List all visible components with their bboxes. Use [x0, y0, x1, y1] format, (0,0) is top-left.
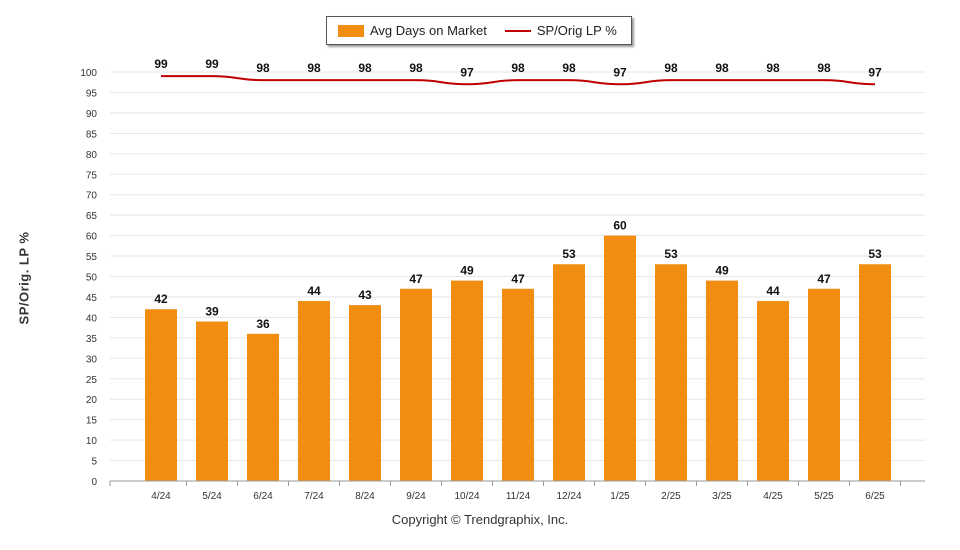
y-tick-label: 5: [91, 457, 97, 468]
line-data-labels: 99 99 98 98 98 98 97 98 98 97 98 98 98 98 97: [154, 57, 882, 79]
bar: [706, 280, 738, 481]
bar-data-label: 53: [664, 247, 678, 261]
y-tick-label: 90: [86, 109, 98, 120]
bar-data-label: 36: [256, 317, 270, 331]
legend: Avg Days on Market SP/Orig LP %: [326, 16, 632, 45]
y-tick-label: 75: [86, 170, 98, 181]
y-tick-label: 95: [86, 88, 98, 99]
line-data-label: 98: [358, 61, 372, 75]
bar: [247, 333, 279, 481]
bar-data-label: 43: [358, 288, 372, 302]
line-series-sp-orig-lp: [161, 75, 876, 86]
x-axis-ticks: 4/24 5/24 6/24 7/24 8/24 9/24 10/24 11/24 12/24 1…: [109, 481, 901, 502]
line-data-label: 98: [256, 61, 270, 75]
y-tick-label: 85: [86, 129, 98, 140]
y-tick-label: 10: [86, 436, 98, 447]
bar: [655, 264, 687, 481]
y-axis-ticks: 0 5 10 15 20 25 30 35 40 45 50 55 60 65 70 75 80 85 90 95 10…: [80, 68, 97, 488]
bar: [298, 301, 330, 481]
x-tick-label: 4/25: [763, 491, 783, 502]
line-data-label: 98: [715, 61, 729, 75]
bar-series: [145, 235, 891, 481]
x-tick-label: 9/24: [406, 491, 426, 502]
y-tick-label: 40: [86, 313, 98, 324]
y-tick-label: 25: [86, 375, 98, 386]
legend-swatch-bar: [338, 24, 364, 37]
bar: [604, 235, 636, 481]
x-tick-label: 8/24: [355, 491, 375, 502]
bar-data-label: 53: [562, 247, 576, 261]
y-tick-label: 50: [86, 273, 98, 284]
x-tick-label: 12/24: [556, 491, 581, 502]
bar: [502, 288, 534, 481]
legend-item-sp[interactable]: SP/Orig LP %: [487, 23, 617, 38]
bar-data-label: 47: [817, 272, 831, 286]
x-tick-label: 4/24: [151, 491, 171, 502]
bar-data-label: 47: [511, 272, 525, 286]
bar-data-label: 49: [460, 264, 474, 278]
bar: [808, 288, 840, 481]
bar-data-labels: 42 39 36 44 43 47 49 47 53 60 53 49 44 47 53: [154, 219, 882, 331]
y-tick-label: 45: [86, 293, 98, 304]
legend-label-sp: SP/Orig LP %: [536, 23, 617, 38]
x-tick-label: 6/24: [253, 491, 273, 502]
line-data-label: 98: [409, 61, 423, 75]
legend-label-days: Avg Days on Market: [370, 23, 487, 38]
x-tick-label: 3/25: [712, 491, 732, 502]
legend-swatch-line: [504, 29, 531, 32]
y-tick-label: 70: [86, 191, 98, 202]
line-data-label: 99: [205, 57, 219, 71]
line-data-label: 97: [613, 65, 627, 79]
legend-item-days[interactable]: Avg Days on Market: [327, 23, 487, 38]
line-data-label: 98: [664, 61, 678, 75]
y-tick-label: 80: [86, 150, 98, 161]
line-data-label: 98: [817, 61, 831, 75]
gridlines: [110, 71, 925, 482]
bar-data-label: 42: [154, 292, 168, 306]
bar-data-label: 47: [409, 272, 423, 286]
x-tick-label: 5/24: [202, 491, 222, 502]
x-tick-label: 6/25: [865, 491, 885, 502]
line-data-label: 97: [868, 65, 882, 79]
y-tick-label: 55: [86, 252, 98, 263]
bar-data-label: 44: [307, 284, 321, 298]
bar-data-label: 53: [868, 247, 882, 261]
line-data-label: 98: [307, 61, 321, 75]
x-tick-label: 2/25: [661, 491, 681, 502]
y-axis-label: SP/Orig. LP %: [16, 231, 32, 325]
line-data-label: 97: [460, 65, 474, 79]
x-tick-label: 7/24: [304, 491, 324, 502]
bar-data-label: 39: [205, 304, 219, 318]
line-data-label: 98: [562, 61, 576, 75]
y-tick-label: 20: [86, 395, 98, 406]
bar: [451, 280, 483, 481]
bar: [553, 264, 585, 481]
bar: [196, 321, 228, 481]
x-tick-label: 11/24: [506, 491, 531, 502]
x-tick-label: 10/24: [454, 491, 479, 502]
y-tick-label: 30: [86, 354, 98, 365]
copyright-text: Copyright © Trendgraphix, Inc.: [391, 512, 569, 527]
bar-data-label: 49: [715, 264, 729, 278]
y-tick-label: 0: [91, 477, 97, 488]
bar: [349, 305, 381, 481]
x-tick-label: 1/25: [610, 491, 630, 502]
line-data-label: 98: [511, 61, 525, 75]
x-tick-label: 5/25: [814, 491, 834, 502]
bar-data-label: 60: [613, 219, 627, 233]
bar: [757, 301, 789, 481]
line-data-label: 99: [154, 57, 168, 71]
bar: [400, 288, 432, 481]
y-tick-label: 65: [86, 211, 98, 222]
bar-data-label: 44: [766, 284, 780, 298]
y-tick-label: 35: [86, 334, 98, 345]
bar: [145, 309, 177, 481]
y-tick-label: 15: [86, 416, 98, 427]
y-tick-label: 60: [86, 232, 98, 243]
bar: [859, 264, 891, 481]
line-data-label: 98: [766, 61, 780, 75]
y-tick-label: 100: [80, 68, 97, 79]
